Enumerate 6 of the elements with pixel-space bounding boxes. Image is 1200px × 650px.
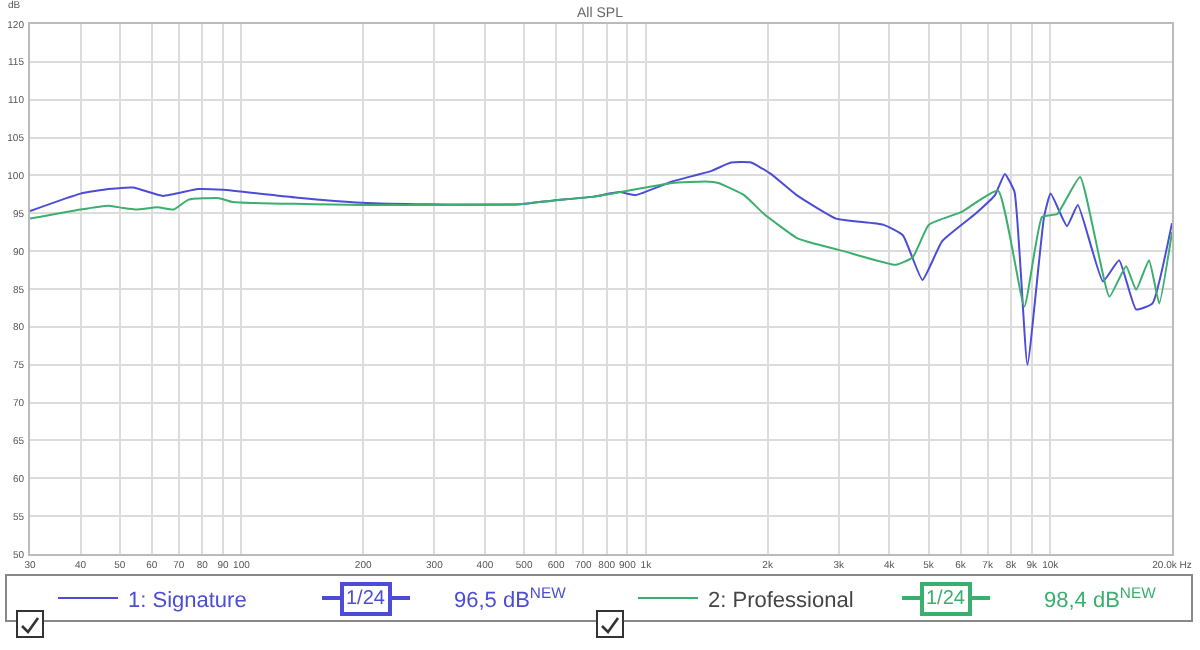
legend-label: 1: Signature [128, 588, 247, 613]
text: 1/24 [926, 588, 966, 610]
text: 96,5 dB$^{NEW}$ [454, 584, 568, 614]
text: 1/24 [346, 588, 386, 610]
legend-label: 2: Professional [708, 588, 854, 613]
text: 98,4 dB$^{NEW}$ [1044, 584, 1158, 614]
